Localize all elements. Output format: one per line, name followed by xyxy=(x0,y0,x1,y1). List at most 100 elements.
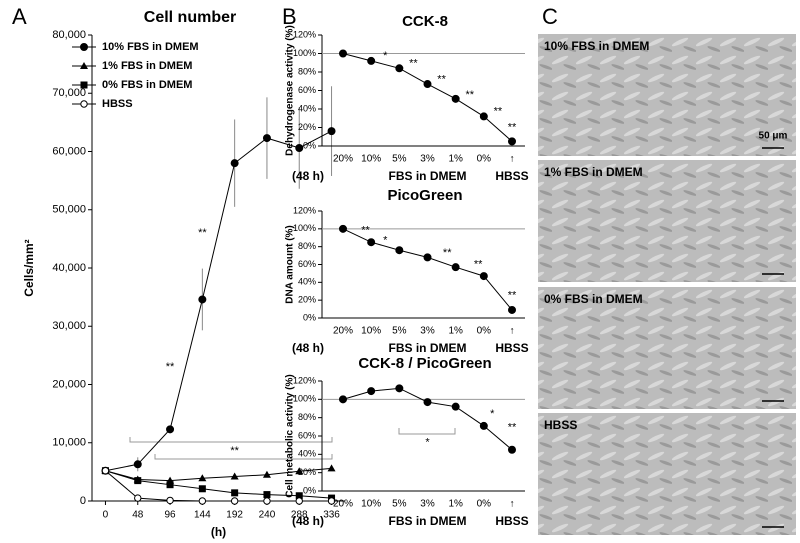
y-tick-label: 80% xyxy=(298,412,316,422)
y-tick-label: 0% xyxy=(303,485,316,495)
marker xyxy=(479,421,488,430)
x-tick-label: 144 xyxy=(194,510,211,521)
x-tick-label: ↑ xyxy=(510,154,515,165)
annotation: ** xyxy=(409,58,418,70)
marker xyxy=(395,64,404,73)
marker xyxy=(339,49,347,58)
y-tick-label: 20,000 xyxy=(52,378,86,390)
marker xyxy=(367,238,376,247)
marker xyxy=(198,485,206,493)
legend-label: 1% FBS in DMEM xyxy=(102,60,192,72)
annotation: ** xyxy=(465,89,474,101)
y-tick-label: 100% xyxy=(293,48,316,58)
legend-label: 10% FBS in DMEM xyxy=(102,41,199,53)
series-line xyxy=(105,467,332,482)
x-tick-label: 3% xyxy=(420,154,435,165)
brackets xyxy=(129,428,456,460)
x-tick-label: ↑ xyxy=(510,326,515,337)
marker xyxy=(367,387,376,396)
marker xyxy=(198,474,207,482)
y-tick-label: 60% xyxy=(298,85,316,95)
y-axis-label: Cell metabolic activity (%) xyxy=(285,374,296,497)
legend-marker xyxy=(80,62,88,69)
legend-label: HBSS xyxy=(102,98,133,110)
y-tick-label: 0 xyxy=(80,495,86,507)
annotation: ** xyxy=(230,445,239,457)
chart-title: Cell number xyxy=(144,9,236,26)
x-tick-label: 1% xyxy=(448,326,463,337)
series-line xyxy=(342,53,513,142)
y-tick-label: 30,000 xyxy=(52,320,86,332)
x-tick-label: 3% xyxy=(420,499,435,510)
marker xyxy=(451,263,460,272)
annotation: ** xyxy=(437,73,446,85)
annotation: ** xyxy=(508,422,517,434)
y-tick-label: 40,000 xyxy=(52,262,86,274)
y-tick-label: 40% xyxy=(298,449,316,459)
y-tick-label: 20% xyxy=(298,122,316,132)
annotation: ** xyxy=(508,121,517,133)
legend-marker xyxy=(80,43,88,51)
group-label: FBS in DMEM xyxy=(389,169,467,183)
y-axis-label: Cells/mm² xyxy=(22,239,36,296)
marker xyxy=(166,425,175,434)
x-tick-label: 10% xyxy=(361,326,381,337)
x-tick-label: 240 xyxy=(259,510,276,521)
x-tick-label: 96 xyxy=(164,510,176,521)
y-tick-label: 20% xyxy=(298,295,316,305)
x-tick-label: 336 xyxy=(323,510,340,521)
x-tick-label: 20% xyxy=(333,154,353,165)
marker xyxy=(166,481,174,489)
x-tick-label: 288 xyxy=(291,510,308,521)
x-tick-label: 5% xyxy=(392,154,407,165)
marker xyxy=(263,497,271,505)
micrograph xyxy=(538,160,796,282)
marker xyxy=(327,497,336,505)
annotation: ** xyxy=(508,290,517,302)
group-label: HBSS xyxy=(495,341,528,355)
annotation: * xyxy=(383,50,388,62)
x-tick-label: 0% xyxy=(477,154,492,165)
marker xyxy=(198,295,207,304)
y-tick-label: 60% xyxy=(298,430,316,440)
y-axis-label: DNA amount (%) xyxy=(285,225,296,304)
marker xyxy=(451,402,460,411)
marker xyxy=(367,56,376,65)
legend-marker xyxy=(80,81,88,89)
marker xyxy=(230,159,239,168)
x-tick-label: 48 xyxy=(132,510,144,521)
marker xyxy=(508,305,516,314)
annotation: ** xyxy=(166,361,175,373)
marker xyxy=(295,467,304,475)
x-tick-label: 0 xyxy=(103,510,109,521)
y-tick-label: 60,000 xyxy=(52,145,86,157)
y-tick-label: 70,000 xyxy=(52,87,86,99)
marker xyxy=(339,395,347,404)
marker xyxy=(134,494,142,502)
y-tick-label: 40% xyxy=(298,277,316,287)
annotation: ** xyxy=(494,106,503,118)
marker xyxy=(508,137,516,146)
marker xyxy=(295,497,303,505)
y-tick-label: 100% xyxy=(293,223,316,233)
image-label: 10% FBS in DMEM xyxy=(544,39,649,53)
marker xyxy=(230,472,239,480)
annotation: ** xyxy=(361,225,370,237)
scale-bar-label: 50 μm xyxy=(759,131,788,142)
x-tick-label: 20% xyxy=(333,499,353,510)
panel-letter: A xyxy=(12,4,27,29)
x-tick-label: 10% xyxy=(361,499,381,510)
annotation: * xyxy=(490,408,495,420)
marker xyxy=(395,246,404,255)
marker xyxy=(327,464,336,472)
y-tick-label: 20% xyxy=(298,467,316,477)
annotation: ** xyxy=(198,227,207,239)
annotation: * xyxy=(383,234,388,246)
marker xyxy=(479,112,488,121)
y-tick-label: 120% xyxy=(293,375,316,385)
micrograph xyxy=(538,34,796,156)
chart-title: PicoGreen xyxy=(387,187,462,204)
y-tick-label: 0% xyxy=(303,140,316,150)
marker xyxy=(262,134,271,143)
marker xyxy=(423,253,432,262)
